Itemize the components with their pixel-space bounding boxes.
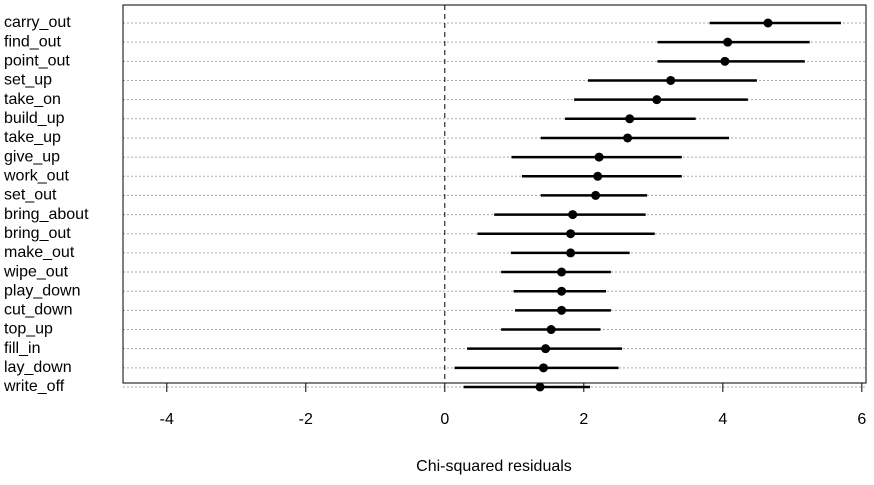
point bbox=[557, 267, 567, 277]
point bbox=[568, 210, 578, 220]
point bbox=[720, 56, 730, 66]
x-tick-label: 0 bbox=[440, 411, 449, 428]
y-tick-label: bring_out bbox=[4, 225, 71, 242]
y-tick-label: bring_about bbox=[4, 206, 89, 223]
x-axis-label: Chi-squared residuals bbox=[416, 458, 572, 475]
y-tick-label: cut_down bbox=[4, 302, 73, 319]
point bbox=[723, 37, 733, 47]
y-tick-label: take_on bbox=[4, 91, 61, 108]
x-tick-label: 2 bbox=[579, 411, 588, 428]
y-tick-label: wipe_out bbox=[3, 263, 69, 280]
point bbox=[652, 95, 662, 105]
x-tick-label: 4 bbox=[718, 411, 727, 428]
y-tick-label: work_out bbox=[3, 167, 69, 184]
point bbox=[557, 286, 567, 296]
y-tick-label: top_up bbox=[4, 321, 53, 338]
y-tick-label: find_out bbox=[4, 33, 61, 50]
y-tick-label: give_up bbox=[4, 148, 60, 165]
point bbox=[763, 18, 773, 28]
point bbox=[541, 344, 551, 354]
x-tick-label: -2 bbox=[299, 411, 313, 428]
y-tick-label: set_up bbox=[4, 72, 52, 89]
point bbox=[625, 114, 635, 124]
point bbox=[591, 190, 601, 200]
point bbox=[566, 248, 576, 258]
point bbox=[594, 152, 604, 162]
y-tick-label: play_down bbox=[4, 282, 81, 299]
y-tick-label: build_up bbox=[4, 110, 65, 127]
x-tick-label: -4 bbox=[160, 411, 174, 428]
y-tick-label: write_off bbox=[3, 378, 65, 395]
y-tick-label: fill_in bbox=[4, 340, 40, 357]
point bbox=[566, 229, 576, 239]
y-tick-label: set_out bbox=[4, 187, 57, 204]
y-tick-label: point_out bbox=[4, 53, 70, 70]
point bbox=[557, 305, 567, 315]
y-tick-label: make_out bbox=[4, 244, 75, 261]
x-tick-label: 6 bbox=[857, 411, 866, 428]
point bbox=[539, 363, 549, 373]
point bbox=[535, 382, 545, 392]
plot-frame bbox=[122, 4, 867, 384]
y-tick-label: carry_out bbox=[4, 14, 71, 31]
y-tick-label: take_up bbox=[4, 129, 61, 146]
y-tick-label: lay_down bbox=[4, 359, 72, 376]
point bbox=[593, 171, 603, 181]
point bbox=[623, 133, 633, 143]
point bbox=[666, 75, 676, 85]
point bbox=[546, 325, 556, 335]
